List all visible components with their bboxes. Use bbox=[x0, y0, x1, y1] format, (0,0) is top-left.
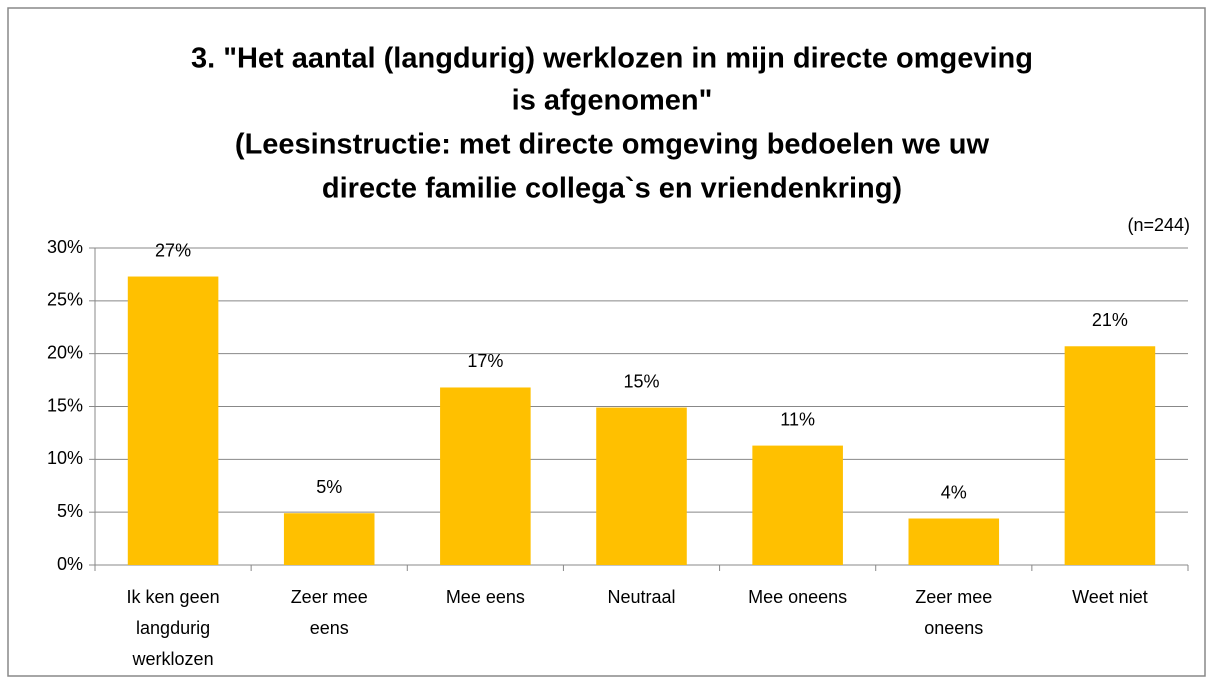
data-label: 11% bbox=[780, 409, 815, 429]
x-tick-label: Zeer mee eens bbox=[291, 587, 368, 638]
chart-title: 3. "Het aantal (langdurig) werklozen in … bbox=[191, 43, 1033, 75]
data-label: 15% bbox=[623, 371, 659, 391]
y-tick-label: 25% bbox=[47, 290, 83, 310]
bar bbox=[908, 518, 1000, 565]
chart-title: directe familie collega`s en vriendenkri… bbox=[322, 173, 902, 205]
bar bbox=[752, 445, 843, 565]
bar bbox=[127, 276, 219, 565]
bar bbox=[283, 513, 375, 565]
chart-title: is afgenomen" bbox=[512, 85, 713, 117]
bar bbox=[440, 387, 531, 565]
x-tick-label: Neutraal bbox=[607, 587, 675, 607]
x-tick-label: Mee oneens bbox=[748, 587, 847, 607]
data-label: 27% bbox=[155, 240, 191, 260]
y-tick-label: 5% bbox=[57, 501, 83, 521]
y-tick-label: 30% bbox=[47, 237, 83, 257]
y-tick-label: 15% bbox=[47, 395, 83, 415]
x-tick-label: Ik ken geen langdurig werklozen bbox=[127, 587, 220, 669]
data-label: 4% bbox=[941, 482, 967, 502]
data-label: 21% bbox=[1092, 310, 1128, 330]
chart-title: (Leesinstructie: met directe omgeving be… bbox=[235, 129, 990, 161]
bar bbox=[1064, 346, 1156, 565]
y-tick-label: 10% bbox=[47, 448, 83, 468]
x-tick-label: Zeer mee oneens bbox=[915, 587, 992, 638]
data-label: 5% bbox=[316, 477, 342, 497]
y-tick-label: 0% bbox=[57, 554, 83, 574]
x-tick-label: Mee eens bbox=[446, 587, 525, 607]
y-tick-label: 20% bbox=[47, 342, 83, 362]
bar bbox=[596, 407, 687, 565]
data-label: 17% bbox=[467, 351, 503, 371]
annotation: (n=244) bbox=[1127, 215, 1190, 235]
x-tick-label: Weet niet bbox=[1072, 587, 1148, 607]
